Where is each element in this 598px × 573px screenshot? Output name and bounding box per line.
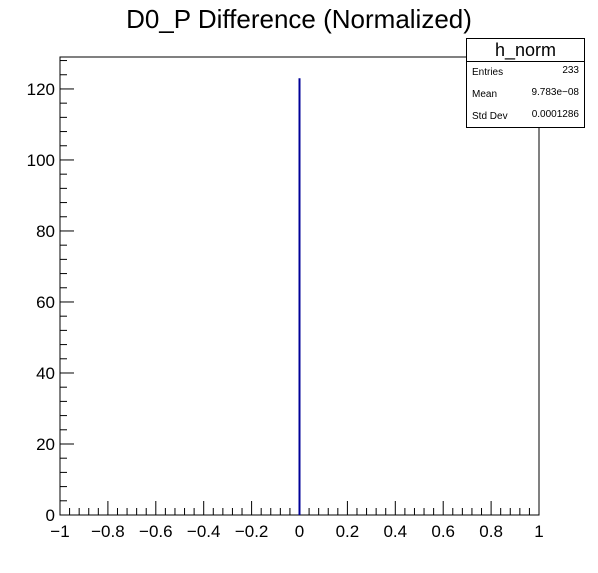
stats-label: Std Dev [472,111,508,122]
y-tick-label: 80 [36,222,55,241]
x-tick-label: 0.2 [336,522,360,541]
y-tick-label: 0 [46,506,55,525]
stats-box: h_norm Entries 233 Mean 9.783e−08 Std De… [466,38,585,128]
y-tick-label: 60 [36,293,55,312]
x-tick-label: 0 [295,522,304,541]
y-tick-label: 40 [36,364,55,383]
x-tick-label: 1 [534,522,543,541]
x-axis-ticks: −1 −0.8 −0.6 −0.4 −0.2 0 0.2 0.4 0.6 0.8 1 [50,501,544,541]
x-tick-label: 0.4 [383,522,407,541]
stats-row-mean: Mean 9.783e−08 [467,83,584,105]
y-tick-label: 100 [27,151,55,170]
y-axis-ticks: 0 20 40 60 80 100 120 [27,60,74,525]
stats-value: 9.783e−08 [531,87,579,98]
x-tick-label: −1 [50,522,69,541]
chart-title: D0_P Difference (Normalized) [126,4,472,34]
x-tick-label: 0.6 [431,522,455,541]
y-tick-label: 120 [27,80,55,99]
x-tick-label: 0.8 [479,522,503,541]
x-tick-label: −0.8 [91,522,125,541]
stats-value: 0.0001286 [531,109,579,120]
x-tick-label: −0.4 [187,522,221,541]
stats-histogram-name: h_norm [467,39,584,62]
stats-label: Entries [472,67,504,78]
stats-row-entries: Entries 233 [467,61,584,83]
stats-row-std-dev: Std Dev 0.0001286 [467,105,584,127]
x-tick-label: −0.2 [235,522,269,541]
stats-value: 233 [562,65,579,76]
y-tick-label: 20 [36,435,55,454]
stats-label: Mean [472,89,498,100]
x-tick-label: −0.6 [139,522,173,541]
